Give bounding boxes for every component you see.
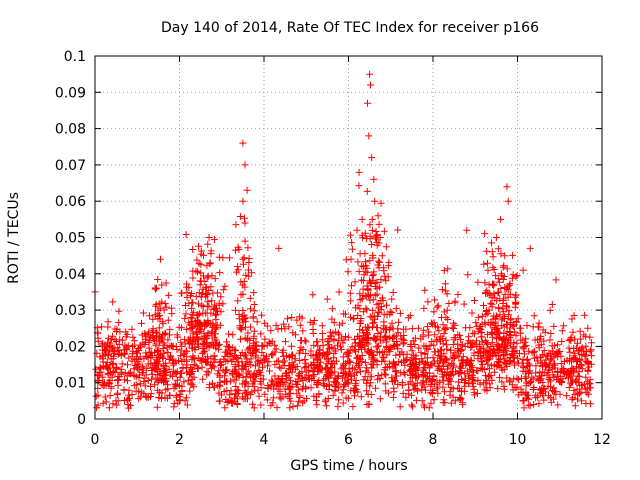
y-tick-label: 0.06 (55, 194, 86, 210)
data-points (91, 70, 596, 412)
x-tick-label: 10 (509, 432, 527, 448)
y-tick-label: 0.1 (64, 49, 86, 65)
y-tick-label: 0.03 (55, 303, 86, 319)
x-tick-label: 0 (91, 432, 100, 448)
y-tick-label: 0 (77, 412, 86, 428)
x-tick-label: 2 (175, 432, 184, 448)
x-tick-label: 4 (260, 432, 269, 448)
y-tick-label: 0.08 (55, 122, 86, 138)
roti-series-markers (91, 70, 596, 412)
y-tick-label: 0.07 (55, 158, 86, 174)
y-tick-label: 0.01 (55, 376, 86, 392)
y-tick-label: 0.04 (55, 267, 86, 283)
x-tick-label: 8 (429, 432, 438, 448)
x-axis-label: GPS time / hours (290, 458, 407, 474)
x-tick-label: 6 (344, 432, 353, 448)
y-tick-label: 0.05 (55, 231, 86, 247)
y-axis-label: ROTI / TECUs (6, 192, 22, 284)
y-tick-label: 0.09 (55, 85, 86, 101)
chart-title: Day 140 of 2014, Rate Of TEC Index for r… (161, 20, 539, 36)
axis-ticks: 0 0.01 0.02 0.03 0.04 0.05 0.06 0.07 0.08 0.09 0.1… (55, 49, 611, 448)
y-tick-label: 0.02 (55, 339, 86, 355)
grid (95, 56, 602, 419)
x-tick-label: 12 (593, 432, 611, 448)
